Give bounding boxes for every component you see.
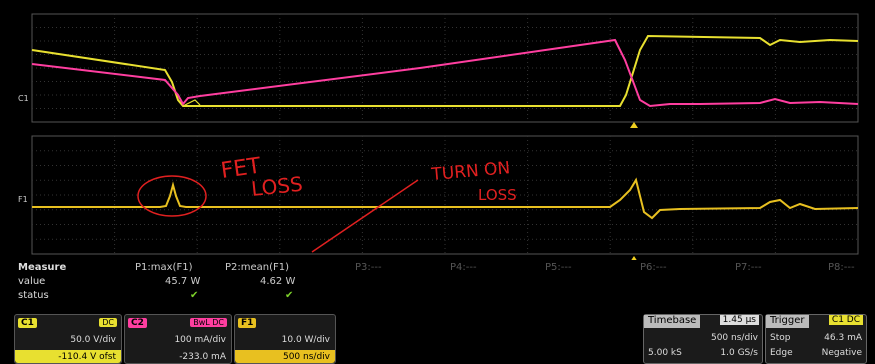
descriptor-bar: C1 DC 50.0 V/div -110.4 V ofst C2 BwL DC… [0,312,875,364]
measure-table: Measure P1:max(F1) P2:mean(F1) P3:--- P4… [0,262,875,310]
timebase-label: Timebase [644,315,701,328]
channel-offset-c1: -110.4 V ofst [58,352,116,362]
channel-tag-c2: C2 [128,318,147,328]
param-name-p5[interactable]: P5:--- [545,262,572,273]
channel-foot-f1 [235,350,335,363]
param-status-p2: ✔ [285,290,294,301]
trigger-marker-bottom [631,256,637,260]
channel-tag-f1: F1 [238,318,257,328]
trigger-type: Edge [770,348,793,358]
trigger-level: 46.3 mA [824,333,862,343]
fet-loss-label-line2: LOSS [250,172,304,201]
param-name-p7[interactable]: P7:--- [735,262,762,273]
measure-value-row: value 45.7 W 4.62 W [0,276,875,290]
channel-descriptor-c2[interactable]: C2 BwL DC 100 mA/div -233.0 mA [124,314,232,364]
trigger-slope: Negative [821,348,862,358]
turn-on-loss-label-line1: TURN ON [430,158,511,185]
param-name-p2[interactable]: P2:mean(F1) [225,262,290,273]
trigger-mode: Stop [770,333,791,343]
grid-top [31,13,859,123]
timebase-delay: 1.45 µs [719,315,759,325]
channel-offset-c2: -233.0 mA [179,352,226,362]
param-name-p6[interactable]: P6:--- [640,262,667,273]
param-name-p4[interactable]: P4:--- [450,262,477,273]
trace-c1-ref [182,99,201,107]
trigger-marker-top [630,122,638,128]
channel-foot-c1 [15,350,121,363]
timebase-per-div: 500 ns/div [710,333,758,343]
waveform-display: FET LOSS TURN ON LOSS C1 F1 [18,13,859,260]
param-name-p8[interactable]: P8:--- [828,262,855,273]
channel-coupling-c1: DC [99,318,117,327]
channel-tag-c1: C1 [18,318,37,328]
channel-coupling-c2: BwL DC [190,318,227,327]
trigger-source: C1 DC [828,315,863,325]
fet-loss-label-line1: FET [219,154,263,184]
measure-status-label: status [18,290,49,301]
trace-c2-current [31,38,859,108]
channel-descriptor-c1[interactable]: C1 DC 50.0 V/div -110.4 V ofst [14,314,122,364]
param-value-p2: 4.62 W [260,276,296,287]
param-status-p1: ✔ [190,290,199,301]
timebase-descriptor[interactable]: Timebase 1.45 µs 500 ns/div 5.00 kS 1.0 … [643,314,763,364]
grid-top-channel-label: C1 [18,94,29,103]
turn-on-loss-arrow [311,179,419,253]
trace-f1-power [32,177,859,220]
turn-on-loss-label-line2: LOSS [478,186,517,204]
measure-title[interactable]: Measure [18,262,67,273]
timebase-rate: 1.0 GS/s [720,348,758,358]
measure-header-row: Measure P1:max(F1) P2:mean(F1) P3:--- P4… [0,262,875,276]
channel-scale-f1: 10.0 W/div [281,335,330,345]
timebase-samples: 5.00 kS [648,348,682,358]
channel-scale-c2: 100 mA/div [174,335,226,345]
param-value-p1: 45.7 W [165,276,201,287]
measure-value-label: value [18,276,46,287]
param-name-p3[interactable]: P3:--- [355,262,382,273]
channel-offset-f1: 500 ns/div [282,352,330,362]
channel-descriptor-f1[interactable]: F1 10.0 W/div 500 ns/div [234,314,336,364]
grid-bottom-channel-label: F1 [18,195,28,204]
param-name-p1[interactable]: P1:max(F1) [135,262,193,273]
grid-bottom [31,135,859,255]
trigger-descriptor[interactable]: Trigger C1 DC Stop 46.3 mA Edge Negative [765,314,867,364]
fet-loss-circle [137,175,207,217]
measure-status-row: status ✔ ✔ [0,290,875,304]
trigger-label: Trigger [766,315,809,328]
channel-scale-c1: 50.0 V/div [70,335,116,345]
